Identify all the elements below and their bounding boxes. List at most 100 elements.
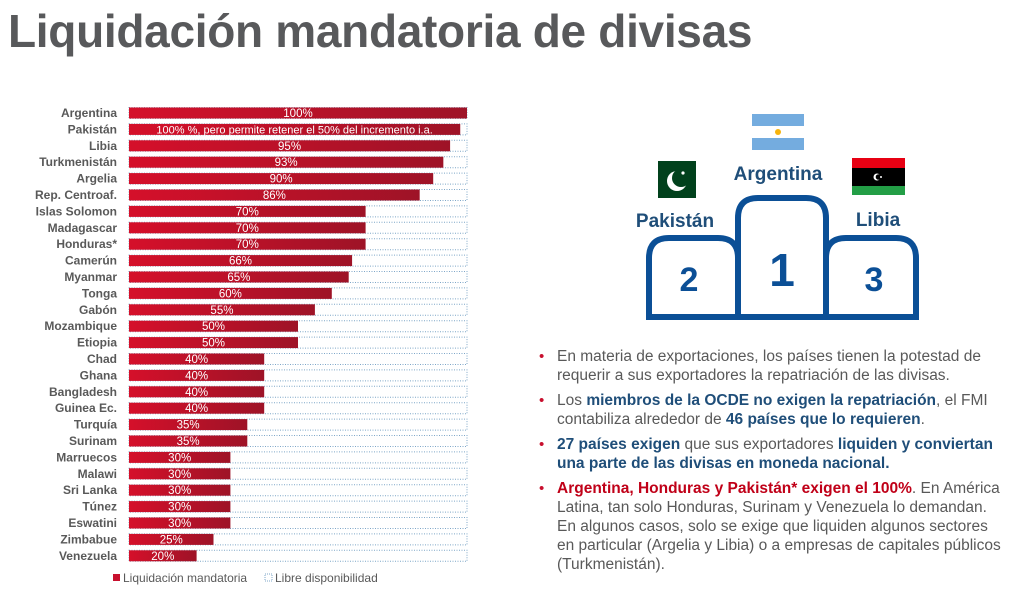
category-label: Gabón xyxy=(79,303,117,317)
chart-row: Mozambique 50% xyxy=(44,319,468,333)
bar-liquidacion-mandatoria xyxy=(129,517,231,529)
category-label: Eswatini xyxy=(68,516,117,530)
chart-row: Venezuela 20% xyxy=(59,549,468,563)
data-label: 70% xyxy=(236,223,259,235)
libya-flag xyxy=(852,158,905,195)
podium-first-country: Argentina xyxy=(734,164,823,185)
data-label: 86% xyxy=(263,190,286,202)
data-label: 55% xyxy=(210,305,233,317)
bar-liquidacion-mandatoria xyxy=(129,451,231,463)
data-label: 35% xyxy=(177,436,200,448)
bar-liquidacion-mandatoria xyxy=(129,320,298,332)
bullet-text: En materia de exportaciones, los países … xyxy=(557,348,981,384)
bar-liquidacion-mandatoria xyxy=(129,386,265,398)
category-label: Guinea Ec. xyxy=(55,401,117,415)
data-label: 20% xyxy=(151,551,174,563)
data-label: 40% xyxy=(185,370,208,382)
data-label: 30% xyxy=(168,469,191,481)
bullet-icon: • xyxy=(539,436,545,453)
bullet-item: • 27 países exigen que sus exportadores l… xyxy=(537,435,1007,473)
data-label: 50% xyxy=(202,338,225,350)
chart-row: Rep. Centroaf. 86% xyxy=(35,188,468,202)
data-label: 40% xyxy=(185,403,208,415)
data-label: 70% xyxy=(236,239,259,251)
bar-liquidacion-mandatoria xyxy=(129,533,214,545)
chart-row: Malawi 30% xyxy=(78,467,468,481)
bar-liquidacion-mandatoria xyxy=(129,271,349,283)
data-label: 30% xyxy=(168,485,191,497)
category-label: Turkmenistán xyxy=(39,155,117,169)
podium-third-country: Libia xyxy=(856,210,901,231)
bar-liquidacion-mandatoria xyxy=(129,501,231,513)
pakistan-flag xyxy=(658,161,696,198)
data-label: 70% xyxy=(236,206,259,218)
bullet-text: Argentina, Honduras y Pakistán* exigen e… xyxy=(557,480,912,497)
bar-liquidacion-mandatoria xyxy=(129,484,231,496)
category-label: Myanmar xyxy=(64,270,117,284)
bar-liquidacion-mandatoria xyxy=(129,107,467,119)
chart-row: Myanmar 65% xyxy=(64,270,468,284)
podium-step-third xyxy=(823,235,919,317)
podium-rank-first: 1 xyxy=(769,244,795,296)
category-label: Madagascar xyxy=(48,221,118,235)
bullet-text: miembros de la OCDE no exigen la repatri… xyxy=(586,392,937,409)
chart-row: Turquía 35% xyxy=(74,418,468,432)
bullet-item: • Los miembros de la OCDE no exigen la re… xyxy=(537,391,1007,429)
category-label: Etiopia xyxy=(77,336,117,350)
bullet-list: • En materia de exportaciones, los países… xyxy=(537,347,1007,580)
chart-row: Pakistán 100% %, pero permite retener el … xyxy=(68,122,468,136)
category-label: Marruecos xyxy=(56,450,117,464)
bar-liquidacion-mandatoria xyxy=(129,468,231,480)
chart-row: Eswatini 30% xyxy=(68,516,468,530)
bullet-text: liquiden y conviertan una parte de las d… xyxy=(557,436,993,472)
category-label: Sri Lanka xyxy=(63,483,117,497)
chart-row: Libia 95% xyxy=(89,139,468,153)
legend-swatch-mandatoria xyxy=(113,574,120,581)
data-label: 40% xyxy=(185,354,208,366)
podium-step-first xyxy=(735,195,829,317)
bar-liquidacion-mandatoria xyxy=(129,222,366,234)
bar-liquidacion-mandatoria xyxy=(129,435,248,447)
bar-liquidacion-mandatoria xyxy=(129,304,315,316)
bullet-text: que sus exportadores xyxy=(680,436,838,453)
chart-row: Surinam 35% xyxy=(69,434,468,448)
chart-row: Etiopia 50% xyxy=(77,336,468,350)
bullet-text: , el FMI contabiliza alrededor de xyxy=(557,392,988,428)
bullet-text: Los xyxy=(557,392,587,409)
data-label: 95% xyxy=(278,141,301,153)
chart-row: Marruecos 30% xyxy=(56,450,468,464)
bullet-item: • En materia de exportaciones, los países… xyxy=(537,347,1007,385)
category-label: Mozambique xyxy=(44,319,117,333)
category-label: Honduras* xyxy=(56,237,117,251)
bar-liquidacion-mandatoria xyxy=(129,419,248,431)
bar-liquidacion-mandatoria xyxy=(129,353,265,365)
data-label: 65% xyxy=(227,272,250,284)
category-label: Venezuela xyxy=(59,549,117,563)
chart-row: Chad 40% xyxy=(87,352,468,366)
legend-label-mandatoria: Liquidación mandatoria xyxy=(123,571,247,585)
data-label: 60% xyxy=(219,288,242,300)
chart-row: Islas Solomon 70% xyxy=(36,204,468,218)
bullet-icon: • xyxy=(539,480,545,497)
category-label: Ghana xyxy=(80,368,118,382)
bar-liquidacion-mandatoria xyxy=(129,369,265,381)
podium-rank-third: 3 xyxy=(865,261,884,299)
bullet-icon: • xyxy=(539,392,545,409)
data-label: 100% %, pero permite retener el 50% del … xyxy=(156,124,432,136)
bar-liquidacion-mandatoria xyxy=(129,287,332,299)
category-label: Argelia xyxy=(76,172,117,186)
category-label: Libia xyxy=(89,139,117,153)
legend-label-libre: Libre disponibilidad xyxy=(275,571,378,585)
chart-row: Camerún 66% xyxy=(65,254,468,268)
podium-rank-second: 2 xyxy=(680,261,699,299)
category-label: Chad xyxy=(87,352,117,366)
chart-row: Bangladesh 40% xyxy=(49,385,468,399)
data-label: 30% xyxy=(168,518,191,530)
chart-row: Ghana 40% xyxy=(80,368,468,382)
category-label: Islas Solomon xyxy=(36,204,117,218)
bar-liquidacion-mandatoria xyxy=(129,550,197,562)
data-label: 40% xyxy=(185,387,208,399)
chart-row: Túnez 30% xyxy=(82,500,468,514)
bar-liquidacion-mandatoria xyxy=(129,402,265,414)
chart-row: Madagascar 70% xyxy=(48,221,468,235)
